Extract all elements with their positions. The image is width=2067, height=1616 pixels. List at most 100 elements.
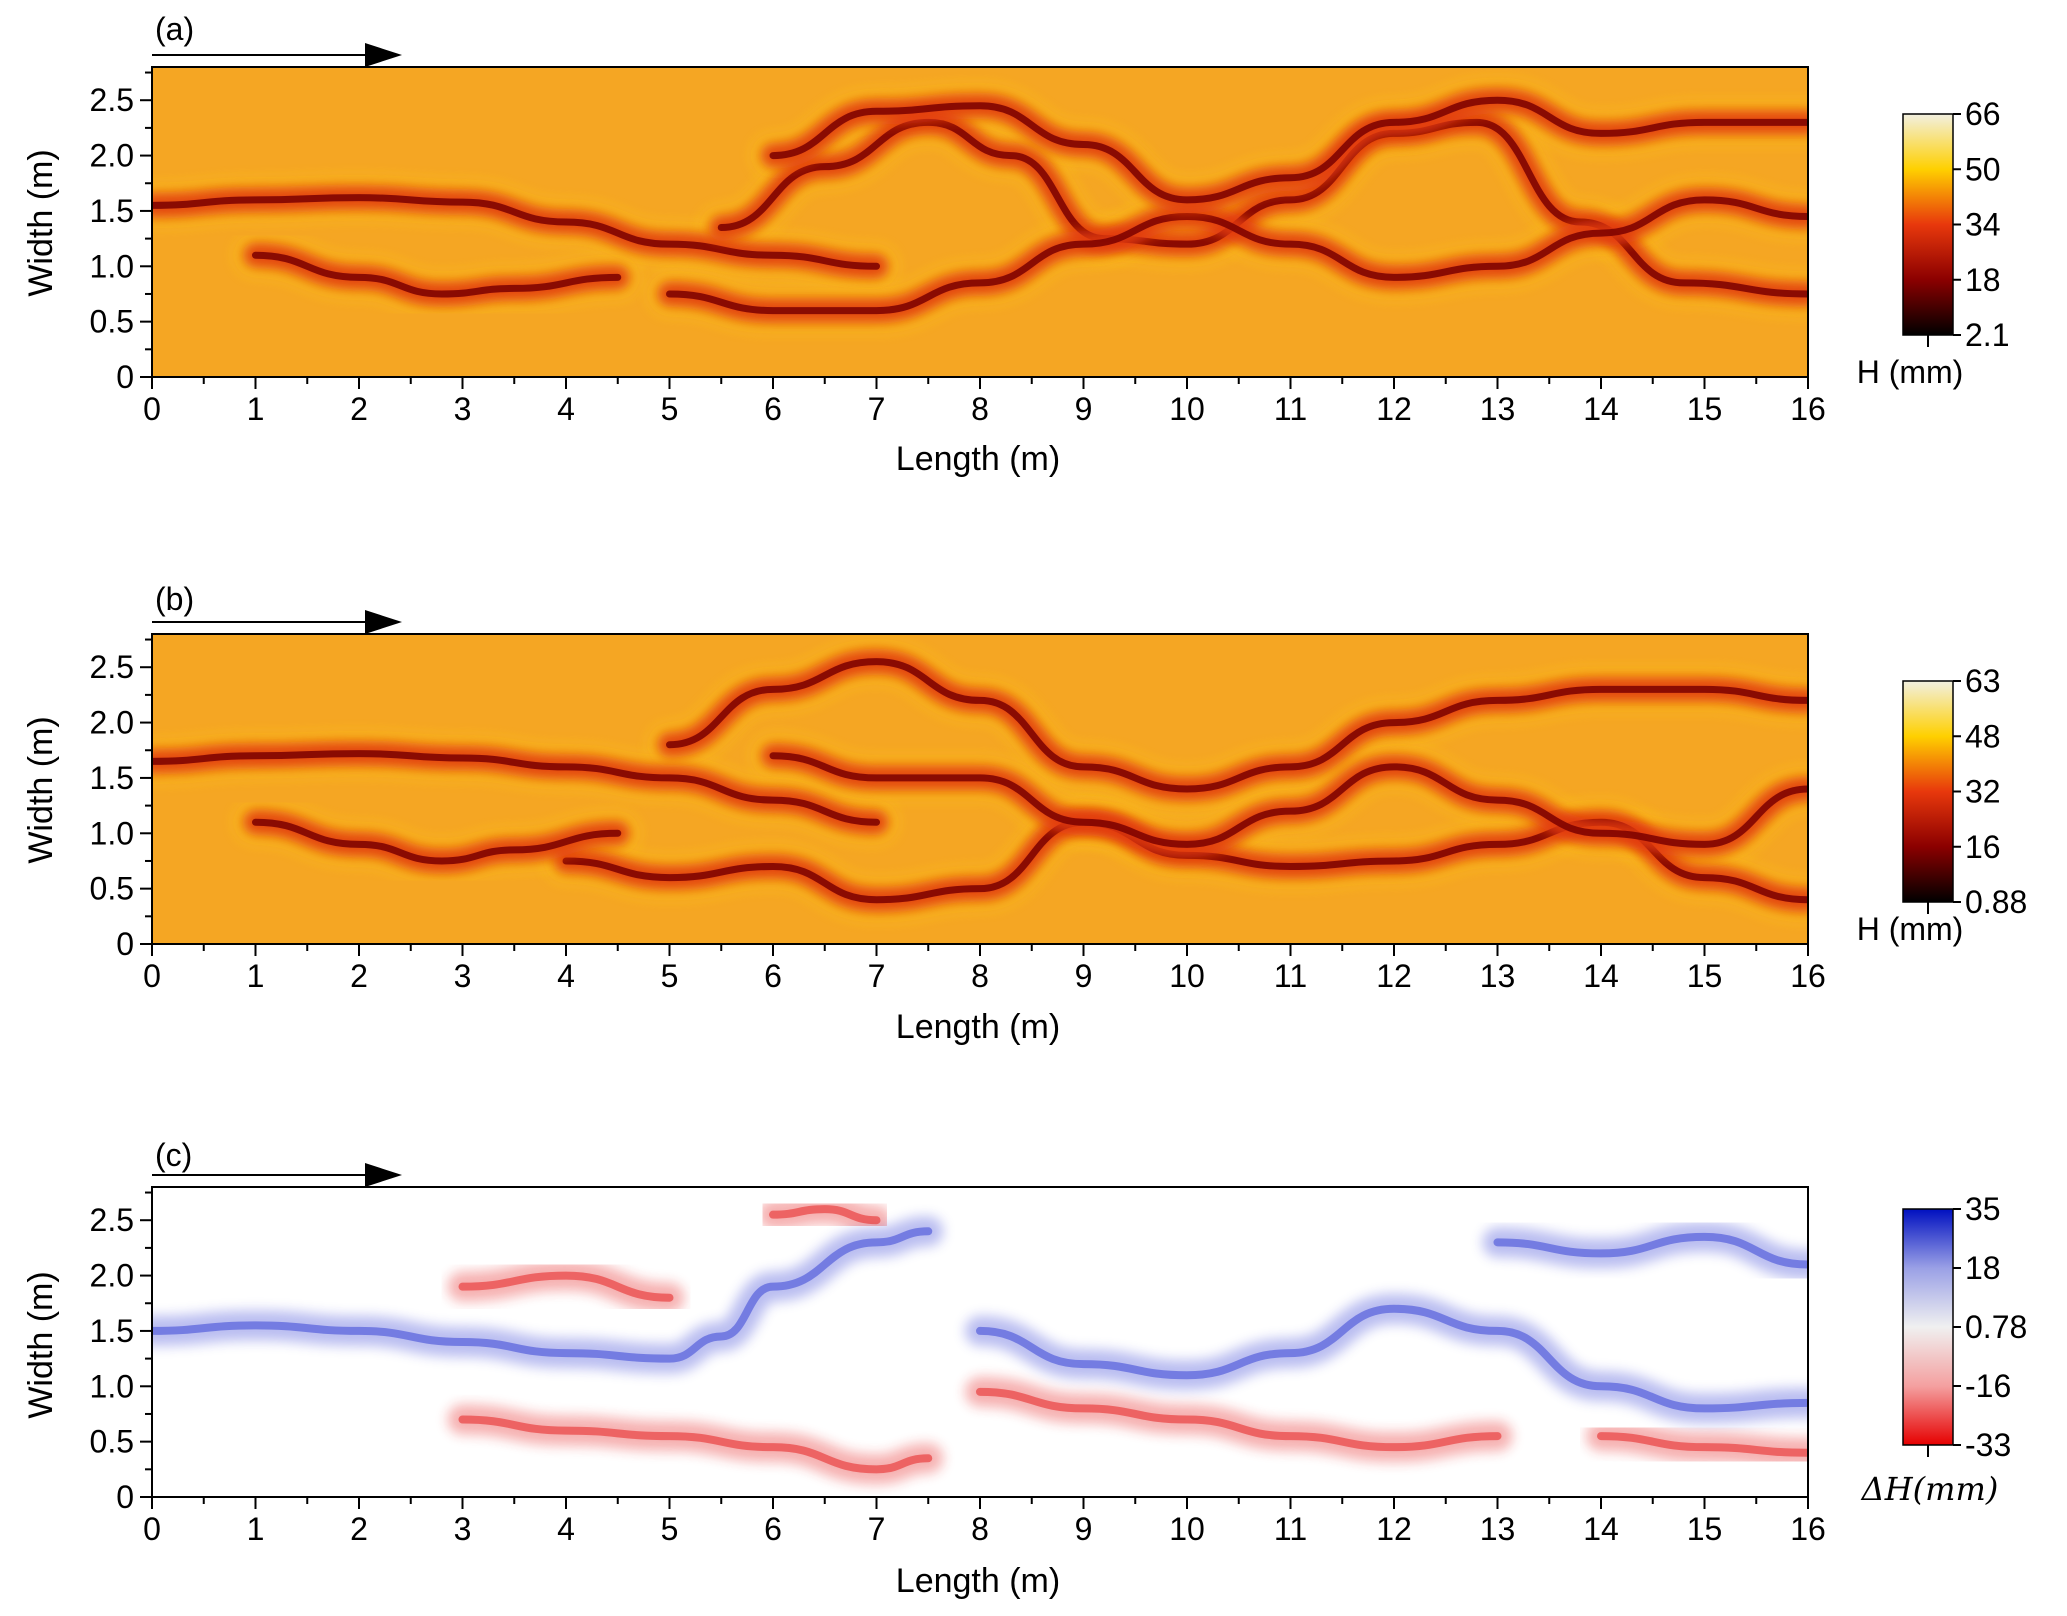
flow-arrow-head [365,1163,402,1187]
colorbar [1902,680,1954,903]
y-tick-label: 2.5 [90,1202,134,1238]
x-axis-title: Length (m) [896,440,1060,478]
colorbar-label: ΔH(mm) [1860,1470,1999,1508]
x-tick-label: 14 [1583,1511,1619,1547]
colorbar-tick-label: -33 [1965,1427,2011,1463]
x-tick-label: 2 [350,1511,368,1547]
heatmap-layer [152,640,1808,921]
x-tick-label: 13 [1480,958,1516,994]
y-tick-label: 1.5 [90,193,134,229]
change-core [458,1415,933,1474]
colorbar-tick-label: 18 [1965,262,2001,298]
x-tick-label: 13 [1480,391,1516,427]
x-tick-label: 4 [557,958,575,994]
colorbar-tick-label: -16 [1965,1368,2011,1404]
y-axis-title: Width (m) [22,149,60,296]
change-core [769,1205,881,1225]
x-tick-label: 5 [661,958,679,994]
y-tick-label: 1.5 [90,760,134,796]
x-tick-label: 8 [971,391,989,427]
colorbar-tick-label: 66 [1965,96,2001,132]
x-tick-label: 1 [247,958,265,994]
colorbar-tick-label: 50 [1965,151,2001,187]
channel-thalweg [252,251,622,298]
x-tick-label: 16 [1790,958,1826,994]
x-tick-label: 14 [1583,391,1619,427]
y-tick-label: 0.5 [90,1424,134,1460]
x-tick-label: 15 [1687,391,1723,427]
colorbar-tick-label: 0.78 [1965,1309,2027,1345]
channel-thalweg [769,96,1808,204]
y-tick-label: 1.0 [90,1368,134,1404]
x-tick-label: 5 [661,391,679,427]
heatmap-layer [152,1194,1808,1485]
x-tick-label: 13 [1480,1511,1516,1547]
x-axis-title: Length (m) [896,1562,1060,1600]
x-tick-label: 0 [143,391,161,427]
colorbar-tick-label: 2.1 [1965,317,2009,353]
x-tick-label: 9 [1075,391,1093,427]
x-tick-label: 9 [1075,958,1093,994]
panel-label: (c) [155,1137,192,1173]
x-tick-label: 7 [868,391,886,427]
panel-label: (a) [155,11,194,47]
change-core [458,1271,674,1302]
x-tick-label: 11 [1274,1511,1307,1547]
x-tick-label: 3 [454,958,472,994]
x-tick-label: 12 [1376,958,1412,994]
change-core [976,1387,1502,1452]
x-tick-label: 4 [557,1511,575,1547]
y-tick-label: 2.0 [90,1258,134,1294]
x-tick-label: 12 [1376,1511,1412,1547]
x-tick-label: 12 [1376,391,1412,427]
x-tick-label: 16 [1790,391,1826,427]
colorbar [1902,1208,1954,1446]
channel-thalweg [152,750,880,826]
y-tick-label: 1.5 [90,1313,134,1349]
change-core [1493,1232,1808,1269]
x-tick-label: 0 [143,958,161,994]
x-tick-label: 8 [971,958,989,994]
x-tick-label: 10 [1169,391,1205,427]
y-tick-label: 2.5 [90,649,134,685]
x-tick-label: 9 [1075,1511,1093,1547]
colorbar-tick-label: 35 [1965,1191,2001,1227]
channel-thalweg [666,196,1808,315]
colorbar-tick-label: 0.88 [1965,884,2027,920]
colorbar-tick-label: 34 [1965,207,2001,243]
x-tick-label: 4 [557,391,575,427]
x-tick-label: 3 [454,1511,472,1547]
change-core [1597,1432,1808,1457]
colorbar-tick-label: 63 [1965,663,2001,699]
x-tick-label: 0 [143,1511,161,1547]
x-tick-label: 8 [971,1511,989,1547]
x-tick-label: 10 [1169,1511,1205,1547]
channel-thalweg [152,194,880,270]
x-tick-label: 15 [1687,958,1723,994]
x-tick-label: 15 [1687,1511,1723,1547]
colorbar [1902,113,1954,336]
x-tick-label: 1 [247,391,265,427]
y-tick-label: 0 [116,926,134,962]
colorbar-tick-label: 32 [1965,774,2001,810]
y-tick-label: 2.5 [90,82,134,118]
channel-thalweg [769,752,1808,848]
channel-thalweg [252,818,622,865]
colorbar-tick-label: 16 [1965,829,2001,865]
y-tick-label: 1.0 [90,248,134,284]
x-tick-label: 11 [1274,391,1307,427]
colorbar-tick-label: 48 [1965,718,2001,754]
y-tick-label: 2.0 [90,138,134,174]
x-tick-label: 3 [454,391,472,427]
y-tick-label: 0 [116,359,134,395]
x-tick-label: 7 [868,1511,886,1547]
heatmap-layer [152,79,1808,332]
flow-arrow-head [365,610,402,634]
colorbar-tick-label: 18 [1965,1250,2001,1286]
x-tick-label: 1 [247,1511,265,1547]
flow-arrow-head [365,43,402,67]
x-tick-label: 10 [1169,958,1205,994]
